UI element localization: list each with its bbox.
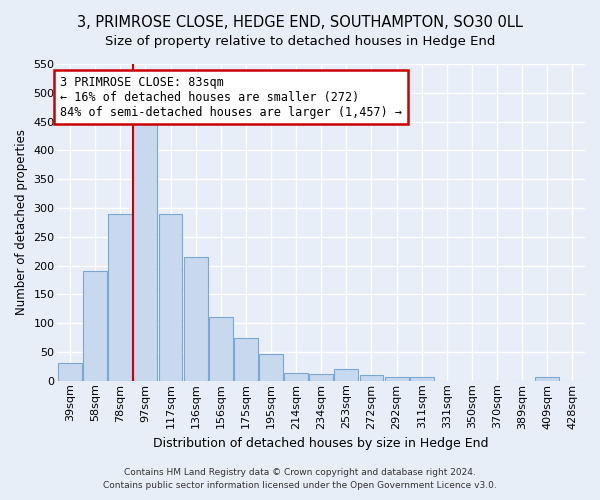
Bar (83, 272, 107, 381)
Bar (234, 338, 258, 381)
Bar (58, 364, 82, 381)
Bar (410, 378, 434, 381)
Bar (535, 378, 559, 381)
Bar (309, 374, 333, 381)
Bar (385, 378, 409, 381)
Text: 3, PRIMROSE CLOSE, HEDGE END, SOUTHAMPTON, SO30 0LL: 3, PRIMROSE CLOSE, HEDGE END, SOUTHAMPTO… (77, 15, 523, 30)
Bar (133, 116, 157, 381)
Bar (284, 374, 308, 381)
Bar (359, 375, 383, 381)
Bar (184, 257, 208, 381)
Bar (334, 368, 358, 381)
Bar (109, 214, 132, 381)
Y-axis label: Number of detached properties: Number of detached properties (15, 130, 28, 316)
X-axis label: Distribution of detached houses by size in Hedge End: Distribution of detached houses by size … (154, 437, 489, 450)
Text: Size of property relative to detached houses in Hedge End: Size of property relative to detached ho… (105, 35, 495, 48)
Bar (209, 318, 233, 381)
Text: 3 PRIMROSE CLOSE: 83sqm
← 16% of detached houses are smaller (272)
84% of semi-d: 3 PRIMROSE CLOSE: 83sqm ← 16% of detache… (60, 76, 402, 118)
Bar (259, 354, 283, 381)
Text: Contains HM Land Registry data © Crown copyright and database right 2024.
Contai: Contains HM Land Registry data © Crown c… (103, 468, 497, 489)
Bar (158, 214, 182, 381)
